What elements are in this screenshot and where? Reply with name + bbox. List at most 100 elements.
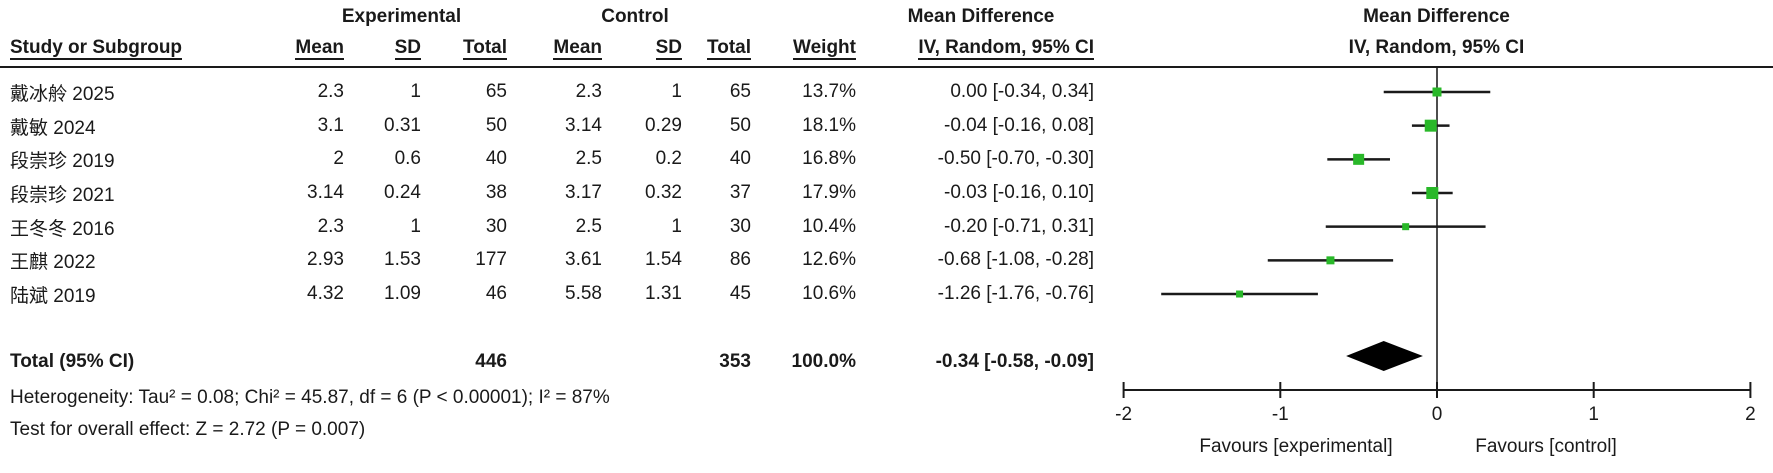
study-name: 王麒 2022 [10,251,96,273]
md-ci: -0.68 [-1.08, -0.28] [937,249,1094,270]
ctrl-mean: 2.5 [575,148,602,169]
ctrl-sd-header: SD [655,37,682,60]
exp-mean: 4.32 [307,283,344,304]
weight: 10.4% [802,216,856,237]
effect-square [1426,187,1439,200]
control-group-header: Control [601,6,669,27]
ctrl-sd: 1 [671,81,682,102]
summary-diamond [1346,341,1423,371]
ctrl-sd: 1.31 [645,283,682,304]
ctrl-mean: 3.17 [565,182,602,203]
md-ci: 0.00 [-0.34, 0.34] [950,81,1094,102]
tick-label: 1 [1588,404,1599,425]
table-row: 陆斌 2019 4.32 1.09 46 5.58 1.31 45 10.6% … [0,277,1100,311]
exp-total: 30 [485,216,507,237]
weight-header: Weight [793,37,856,60]
ctrl-total: 65 [729,81,751,102]
exp-total: 46 [485,283,507,304]
exp-sd: 1.09 [384,283,421,304]
ctrl-sd: 0.29 [645,115,682,136]
ci-method-header: IV, Random, 95% CI [918,37,1094,60]
exp-sd-header: SD [394,37,421,60]
ctrl-mean: 5.58 [565,283,602,304]
total-md-ci: -0.34 [-0.58, -0.09] [935,351,1094,372]
table-row: 王冬冬 2016 2.3 1 30 2.5 1 30 10.4% -0.20 [… [0,210,1100,244]
exp-sd: 1 [410,216,421,237]
exp-mean-header: Mean [295,37,344,60]
md-ci: -0.03 [-0.16, 0.10] [944,182,1094,203]
ctrl-sd: 0.32 [645,182,682,203]
exp-sd: 1.53 [384,249,421,270]
md-ci: -0.50 [-0.70, -0.30] [937,148,1094,169]
exp-mean: 2.3 [317,81,344,102]
weight: 18.1% [802,115,856,136]
table-row: 戴敏 2024 3.1 0.31 50 3.14 0.29 50 18.1% -… [0,109,1100,143]
weight: 16.8% [802,148,856,169]
effect-square [1236,290,1244,298]
weight: 17.9% [802,182,856,203]
effect-square [1432,87,1442,97]
ctrl-mean: 2.5 [575,216,602,237]
header-divider [0,66,1773,68]
exp-total: 40 [485,148,507,169]
exp-total-header: Total [463,37,507,60]
study-name: 段崇珍 2019 [10,150,115,172]
weight: 10.6% [802,283,856,304]
tick-label: 0 [1432,404,1443,425]
ctrl-mean-header: Mean [553,37,602,60]
study-name: 戴敏 2024 [10,117,96,139]
exp-mean: 2.93 [307,249,344,270]
study-name: 段崇珍 2021 [10,184,115,206]
mean-difference-column-header: Mean Difference [907,6,1055,27]
exp-sd: 0.6 [394,148,421,169]
exp-mean: 3.1 [317,115,344,136]
exp-mean: 3.14 [307,182,344,203]
exp-total: 38 [485,182,507,203]
exp-mean: 2.3 [317,216,344,237]
exp-total: 50 [485,115,507,136]
table-row: 王麒 2022 2.93 1.53 177 3.61 1.54 86 12.6%… [0,243,1100,277]
study-name: 王冬冬 2016 [10,218,115,240]
weight: 13.7% [802,81,856,102]
ctrl-mean: 2.3 [575,81,602,102]
total-row: Total (95% CI) 446 353 100.0% -0.34 [-0.… [0,345,1100,379]
favours-left-label: Favours [experimental] [1199,436,1392,457]
effect-square [1353,153,1365,165]
exp-sd: 0.31 [384,115,421,136]
heterogeneity-note: Heterogeneity: Tau² = 0.08; Chi² = 45.87… [10,387,610,408]
overall-effect-note: Test for overall effect: Z = 2.72 (P = 0… [10,419,366,440]
md-ci: -0.04 [-0.16, 0.08] [944,115,1094,136]
total-exp-total: 446 [475,351,507,372]
ctrl-sd: 1 [671,216,682,237]
tick-label: -1 [1272,404,1289,425]
total-ctrl-total: 353 [719,351,751,372]
exp-mean: 2 [333,148,344,169]
table-row: 段崇珍 2019 2 0.6 40 2.5 0.2 40 16.8% -0.50… [0,142,1100,176]
exp-total: 177 [475,249,507,270]
column-header-row: Study or Subgroup Mean SD Total Mean SD … [0,31,1100,65]
total-label: Total (95% CI) [10,351,135,372]
forest-plot-graphic: -2 -1 0 1 2 Favours [experimental] Favours [co… [1115,68,1756,457]
study-column-header: Study or Subgroup [10,37,183,60]
tick-label: -2 [1115,404,1132,425]
ctrl-sd: 1.54 [645,249,682,270]
effect-square [1424,119,1437,132]
exp-sd: 0.24 [384,182,421,203]
ctrl-mean: 3.61 [565,249,602,270]
plot-ci-method-header: IV, Random, 95% CI [1348,37,1525,58]
table-row: 戴冰舲 2025 2.3 1 65 2.3 1 65 13.7% 0.00 [-… [0,75,1100,109]
ctrl-total-header: Total [707,37,751,60]
ctrl-total: 50 [729,115,751,136]
md-ci: -0.20 [-0.71, 0.31] [944,216,1094,237]
effect-square [1326,256,1335,265]
md-ci: -1.26 [-1.76, -0.76] [937,283,1094,304]
experimental-group-header: Experimental [341,6,462,27]
exp-sd: 1 [410,81,421,102]
ctrl-total: 40 [729,148,751,169]
ctrl-total: 86 [729,249,751,270]
exp-total: 65 [485,81,507,102]
favours-right-label: Favours [control] [1475,436,1617,457]
ctrl-mean: 3.14 [565,115,602,136]
study-name: 陆斌 2019 [10,285,96,307]
